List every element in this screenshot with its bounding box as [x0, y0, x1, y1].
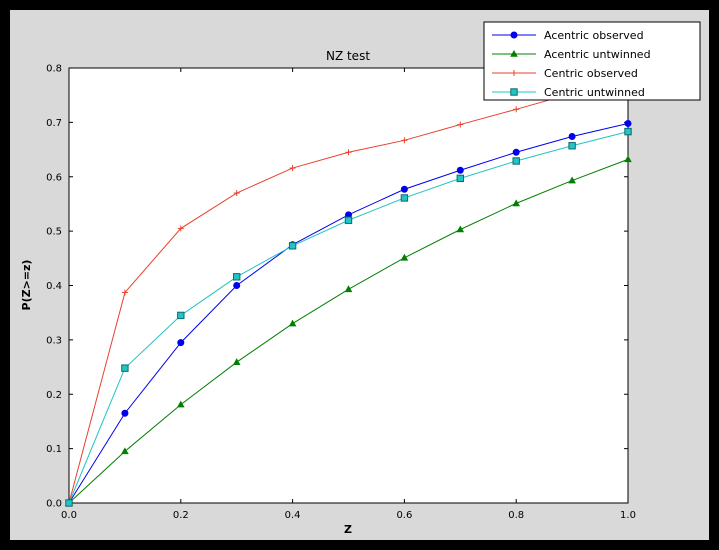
series-acentric-untwinned [65, 155, 632, 506]
legend-label: Centric untwinned [544, 86, 645, 99]
y-tick-label: 0.2 [46, 390, 62, 401]
legend-item: Acentric untwinned [492, 48, 651, 61]
x-axis-label: Z [344, 523, 352, 536]
legend-item: Centric observed [492, 67, 638, 80]
y-tick-label: 0.4 [46, 281, 62, 292]
series-centric-untwinned [65, 127, 632, 507]
y-tick-label: 0.3 [46, 335, 62, 346]
x-tick-label: 0.0 [61, 510, 77, 521]
x-tick-label: 0.4 [285, 510, 301, 521]
y-tick-label: 0.6 [46, 172, 62, 183]
legend-item: Centric untwinned [492, 86, 645, 99]
legend-label: Acentric observed [544, 29, 644, 42]
legend-label: Centric observed [544, 67, 638, 80]
x-tick-label: 0.8 [508, 510, 524, 521]
legend-label: Acentric untwinned [544, 48, 651, 61]
chart-title: NZ test [326, 49, 370, 63]
data-series [65, 76, 632, 507]
y-axis-label: P(Z>=z) [20, 260, 33, 311]
y-tick-label: 0.8 [46, 64, 62, 75]
legend-item: Acentric observed [492, 29, 644, 42]
x-tick-label: 1.0 [620, 510, 636, 521]
x-tick-label: 0.2 [173, 510, 189, 521]
y-tick-label: 0.7 [46, 118, 62, 129]
legend: Acentric observed Acentric untwinned Centr… [483, 21, 701, 101]
x-tick-label: 0.6 [396, 510, 412, 521]
y-tick-label: 0.1 [46, 444, 62, 455]
axis-ticks: 0.0 0.2 0.4 0.6 0.8 1.0 0.0 0.1 0.2 0.3 0.4 0.5 0.6 0… [46, 64, 636, 522]
y-tick-label: 0.5 [46, 227, 62, 238]
y-tick-label: 0.0 [46, 499, 62, 510]
